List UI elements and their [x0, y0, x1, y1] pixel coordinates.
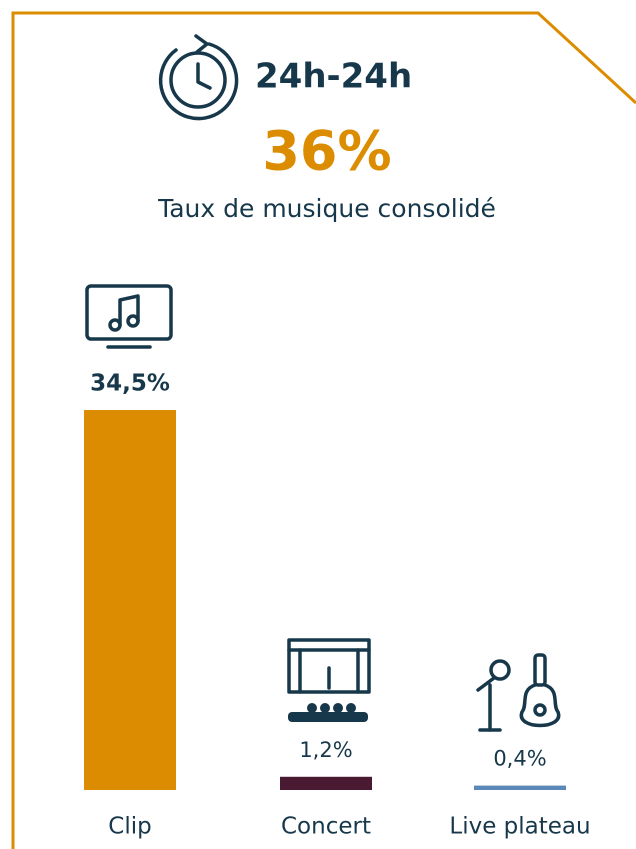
title: 24h-24h — [255, 57, 412, 97]
clock-icon — [158, 34, 239, 121]
bar — [280, 776, 372, 790]
value-label: 1,2% — [299, 738, 352, 762]
headline: 36% — [262, 120, 391, 183]
value-label: 34,5% — [90, 371, 170, 397]
bar — [84, 410, 176, 790]
subtitle: Taux de musique consolidé — [157, 194, 496, 223]
tv-icon — [85, 284, 173, 349]
bar — [474, 785, 566, 790]
value-label: 0,4% — [493, 747, 546, 771]
category-label: Live plateau — [449, 814, 590, 840]
mic-guitar-icon — [476, 653, 561, 732]
stage-icon — [287, 638, 371, 722]
category-label: Clip — [108, 814, 151, 840]
category-label: Concert — [281, 814, 371, 840]
frame — [11, 11, 636, 849]
